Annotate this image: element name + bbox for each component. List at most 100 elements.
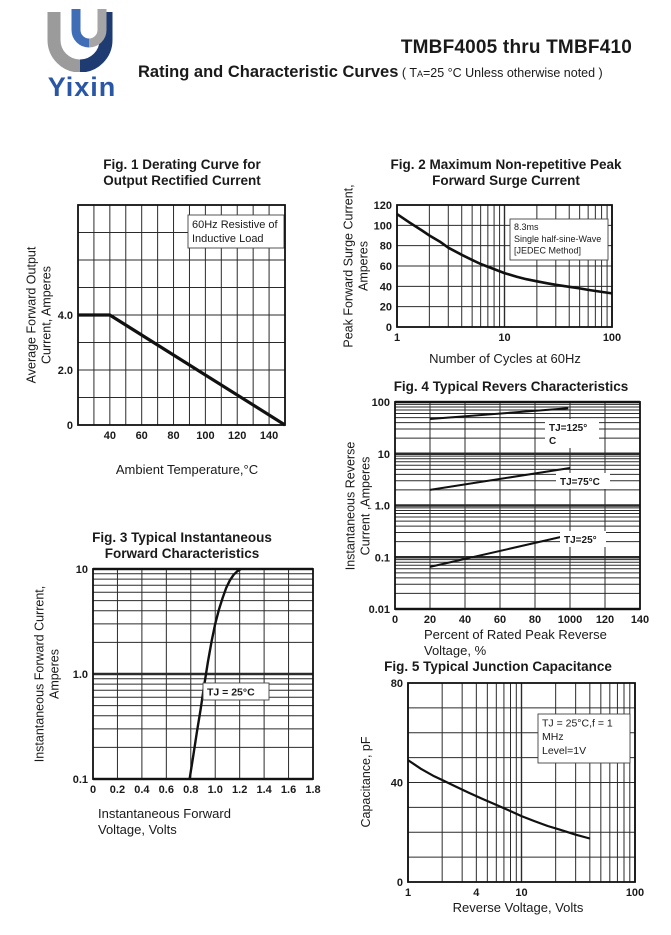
fig2-ylabel-line1: Peak Forward Surge Current, (341, 184, 356, 348)
svg-text:0.01: 0.01 (369, 604, 390, 616)
fig2-xlabel-line1: Number of Cycles at 60Hz (429, 351, 581, 366)
svg-text:TJ=125°: TJ=125° (549, 423, 587, 434)
svg-text:TJ=25°: TJ=25° (564, 535, 597, 546)
page-title: TMBF4005 thru TMBF410 (400, 37, 632, 58)
svg-text:0: 0 (397, 877, 403, 889)
svg-text:40: 40 (380, 281, 392, 293)
fig3-xlabel-line2: Voltage, Volts (98, 822, 177, 837)
svg-text:100: 100 (372, 397, 390, 409)
svg-text:1.4: 1.4 (256, 784, 272, 796)
svg-text:Inductive Load: Inductive Load (192, 233, 264, 245)
page-subtitle: Rating and Characteristic Curves ( TA=25… (138, 63, 668, 82)
svg-text:TJ=75°C: TJ=75°C (560, 477, 600, 488)
svg-text:60: 60 (380, 261, 392, 273)
svg-text:1.0: 1.0 (73, 669, 88, 681)
svg-text:1.0: 1.0 (208, 784, 223, 796)
svg-text:10: 10 (378, 449, 390, 461)
fig3-ylabel-line1: Instantaneous Forward Current, (32, 585, 47, 763)
brand-name: Yixin (47, 72, 117, 102)
svg-text:TJ = 25°C: TJ = 25°C (207, 686, 255, 698)
fig3-title-line1: Fig. 3 Typical Instantaneous (92, 530, 272, 545)
fig5-xlabel-line1: Reverse Voltage, Volts (452, 900, 584, 915)
fig1-title-line2: Output Rectified Current (103, 172, 261, 188)
fig1-xlabel-line1: Ambient Temperature,°C (115, 462, 259, 477)
fig1-x-axis-title: Ambient Temperature,°C (92, 462, 282, 478)
svg-text:1000: 1000 (558, 614, 582, 626)
subtitle-main: Rating and Characteristic Curves (138, 63, 399, 81)
svg-text:80: 80 (380, 241, 392, 253)
fig4-x-axis-title: Percent of Rated Peak Reverse Voltage, % (424, 627, 654, 659)
fig4-xlabel-line2: Voltage, % (424, 643, 487, 658)
svg-text:80: 80 (391, 678, 403, 690)
fig4-title-line1: Fig. 4 Typical Revers Characteristics (393, 379, 629, 394)
svg-text:140: 140 (260, 430, 278, 442)
svg-text:40: 40 (459, 614, 471, 626)
subtitle-note-pre: ( T (401, 66, 417, 80)
svg-text:4: 4 (473, 887, 480, 899)
svg-text:0.2: 0.2 (110, 784, 125, 796)
svg-text:120: 120 (228, 430, 246, 442)
fig4-title: Fig. 4 Typical Revers Characteristics (366, 379, 656, 395)
fig2-title-line1: Fig. 2 Maximum Non-repetitive Peak (390, 157, 622, 172)
svg-text:4.0: 4.0 (58, 310, 73, 322)
svg-text:0: 0 (386, 322, 392, 334)
svg-text:0.1: 0.1 (73, 774, 88, 786)
svg-text:60: 60 (136, 430, 148, 442)
svg-text:0.1: 0.1 (375, 552, 390, 564)
svg-text:20: 20 (424, 614, 436, 626)
fig5-chart: TJ = 25°C,f = 1 MHz Level=1V 1 4 10 100 80 40 0 (391, 678, 644, 899)
fig4-chart: TJ=125° C TJ=75°C TJ=25° 0 20 40 60 80 1000 120 140… (369, 397, 650, 626)
svg-text:120: 120 (374, 200, 392, 212)
svg-text:80: 80 (529, 614, 541, 626)
svg-text:80: 80 (167, 430, 179, 442)
svg-text:0.6: 0.6 (159, 784, 174, 796)
svg-text:100: 100 (196, 430, 214, 442)
fig4-xlabel-line1: Percent of Rated Peak Reverse (424, 627, 607, 642)
fig2-title-line2: Forward Surge Current (432, 172, 580, 188)
svg-text:1.8: 1.8 (305, 784, 320, 796)
svg-text:20: 20 (380, 302, 392, 314)
fig5-title-line1: Fig. 5 Typical Junction Capacitance (384, 659, 612, 674)
svg-text:2.0: 2.0 (58, 365, 73, 377)
svg-text:1.0: 1.0 (375, 501, 390, 513)
svg-text:[JEDEC Method]: [JEDEC Method] (514, 246, 581, 256)
svg-text:40: 40 (104, 430, 116, 442)
svg-text:60: 60 (494, 614, 506, 626)
fig1-title-line1: Fig. 1 Derating Curve for (103, 157, 261, 172)
subtitle-note: ( TA=25 °C Unless otherwise noted ) (402, 66, 603, 80)
fig3-title: Fig. 3 Typical Instantaneous Forward Cha… (62, 530, 302, 561)
fig3-x-axis-title: Instantaneous Forward Voltage, Volts (98, 806, 298, 838)
fig2-chart: 8.3ms Single half-sine-Wave [JEDEC Method]… (374, 200, 622, 344)
svg-text:10: 10 (515, 887, 527, 899)
svg-text:140: 140 (631, 614, 649, 626)
svg-text:0: 0 (67, 420, 73, 432)
svg-text:0.8: 0.8 (183, 784, 198, 796)
logo-u-glyph (47, 9, 113, 73)
fig3-xlabel-line1: Instantaneous Forward (98, 806, 231, 821)
fig2-title: Fig. 2 Maximum Non-repetitive Peak Forwa… (368, 157, 644, 188)
svg-text:MHz: MHz (542, 731, 564, 743)
svg-text:1: 1 (394, 332, 400, 344)
svg-text:100: 100 (626, 887, 644, 899)
svg-text:10: 10 (498, 332, 510, 344)
svg-text:40: 40 (391, 778, 403, 790)
svg-text:0: 0 (392, 614, 398, 626)
svg-text:100: 100 (603, 332, 621, 344)
svg-text:C: C (549, 436, 556, 447)
svg-text:1: 1 (405, 887, 411, 899)
fig1-chart: 60Hz Resistive of Inductive Load 40 60 80 100… (58, 204, 286, 442)
svg-text:120: 120 (596, 614, 614, 626)
svg-text:TJ = 25°C,f = 1: TJ = 25°C,f = 1 (542, 717, 613, 729)
svg-text:0.4: 0.4 (134, 784, 150, 796)
svg-text:60Hz Resistive of: 60Hz Resistive of (192, 219, 279, 231)
fig2-x-axis-title: Number of Cycles at 60Hz (395, 351, 615, 367)
fig1-ylabel-line1: Average Forward Output (24, 246, 39, 384)
fig5-title: Fig. 5 Typical Junction Capacitance (358, 659, 638, 675)
svg-text:Single half-sine-Wave: Single half-sine-Wave (514, 234, 601, 244)
fig3-chart: TJ = 25°C 0 0.2 0.4 0.6 0.8 1.0 1.2 1.4 1.6 1.8 10 1… (73, 564, 321, 796)
svg-text:Level=1V: Level=1V (542, 745, 586, 757)
fig3-title-line2: Forward Characteristics (104, 545, 260, 561)
fig1-title: Fig. 1 Derating Curve for Output Rectifi… (62, 157, 302, 188)
subtitle-note-rest: =25 °C Unless otherwise noted ) (422, 66, 603, 80)
